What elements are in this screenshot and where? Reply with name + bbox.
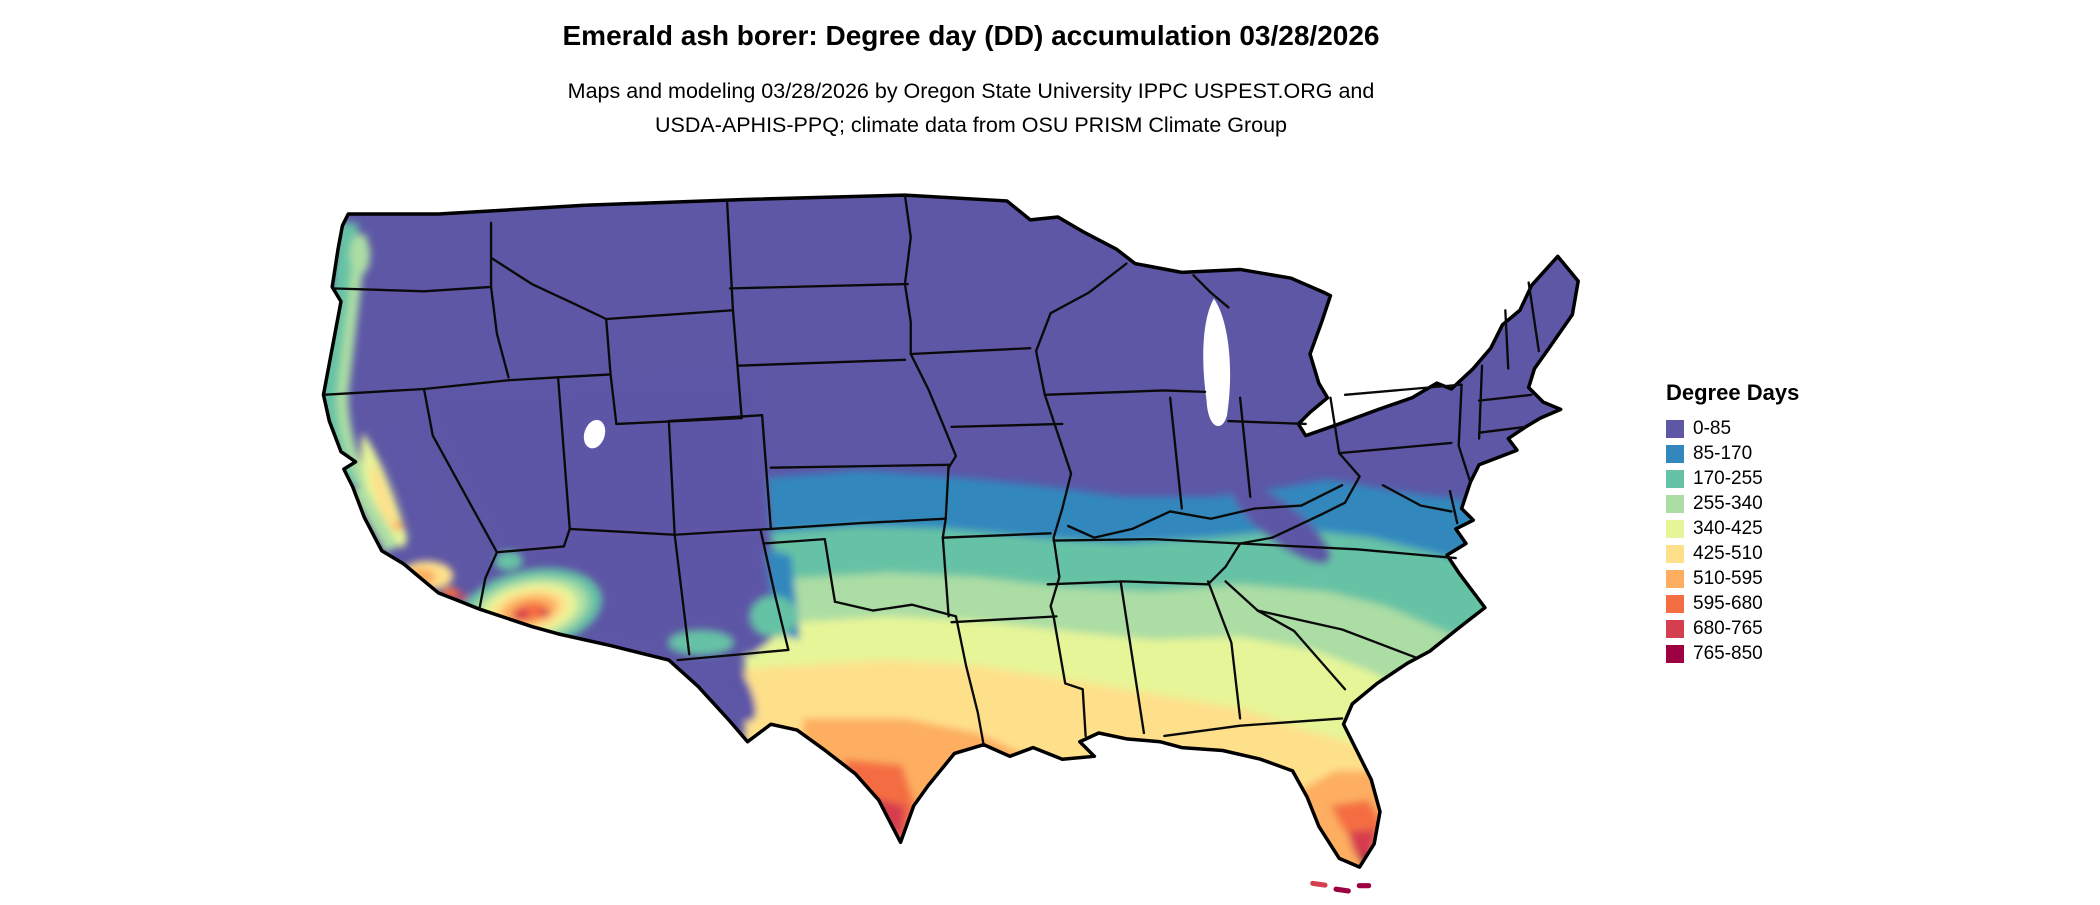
state-borders <box>322 193 1541 746</box>
legend-swatch <box>1666 519 1684 538</box>
legend-item: 680-765 <box>1666 616 1799 641</box>
degree-day-color-field <box>323 195 1579 868</box>
legend-item-label: 340-425 <box>1693 517 1763 539</box>
legend-item-label: 765-850 <box>1693 642 1763 664</box>
legend-item-label: 425-510 <box>1693 542 1763 564</box>
legend-swatch <box>1666 644 1684 663</box>
subtitle: Maps and modeling 03/28/2026 by Oregon S… <box>568 74 1375 142</box>
legend-swatch <box>1666 494 1684 513</box>
lakes <box>583 298 1231 449</box>
legend-swatch <box>1666 544 1684 563</box>
subtitle-line-2: USDA-APHIS-PPQ; climate data from OSU PR… <box>654 113 1288 137</box>
legend-item-label: 255-340 <box>1693 492 1763 514</box>
subtitle-line-1: Maps and modeling 03/28/2026 by Oregon S… <box>567 79 1375 103</box>
legend-item: 85-170 <box>1666 441 1799 466</box>
legend-swatch <box>1666 469 1684 488</box>
legend-item: 0-85 <box>1666 416 1799 441</box>
legend-item-label: 85-170 <box>1693 442 1753 464</box>
legend-item: 255-340 <box>1666 491 1799 516</box>
legend-swatch <box>1666 619 1684 638</box>
page-title: Emerald ash borer: Degree day (DD) accum… <box>562 20 1380 51</box>
legend-swatch <box>1666 419 1684 438</box>
lake-michigan <box>1203 298 1231 427</box>
legend-item-label: 680-765 <box>1693 617 1763 639</box>
legend-swatch <box>1666 569 1684 588</box>
legend-item-label: 510-595 <box>1693 567 1763 589</box>
legend-items: 0-85 85-170 170-255 255-340 340-425 425-510 51… <box>1666 416 1799 666</box>
legend-item: 170-255 <box>1666 466 1799 491</box>
great-salt-lake <box>583 419 606 449</box>
legend-item: 595-680 <box>1666 591 1799 616</box>
legend-item: 510-595 <box>1666 566 1799 591</box>
legend-title: Degree Days <box>1666 380 1800 405</box>
legend-item: 765-850 <box>1666 641 1799 666</box>
legend-swatch <box>1666 594 1684 613</box>
legend-swatch <box>1666 444 1684 463</box>
legend: Degree Days 0-85 85-170 170-255 255-340 340-… <box>1666 380 1799 666</box>
us-outline <box>321 193 1580 869</box>
legend-item: 425-510 <box>1666 541 1799 566</box>
legend-item-label: 170-255 <box>1693 467 1763 489</box>
legend-item: 340-425 <box>1666 516 1799 541</box>
legend-item-label: 595-680 <box>1693 592 1763 614</box>
legend-item-label: 0-85 <box>1693 417 1732 439</box>
us-degree-day-map <box>321 193 1580 894</box>
